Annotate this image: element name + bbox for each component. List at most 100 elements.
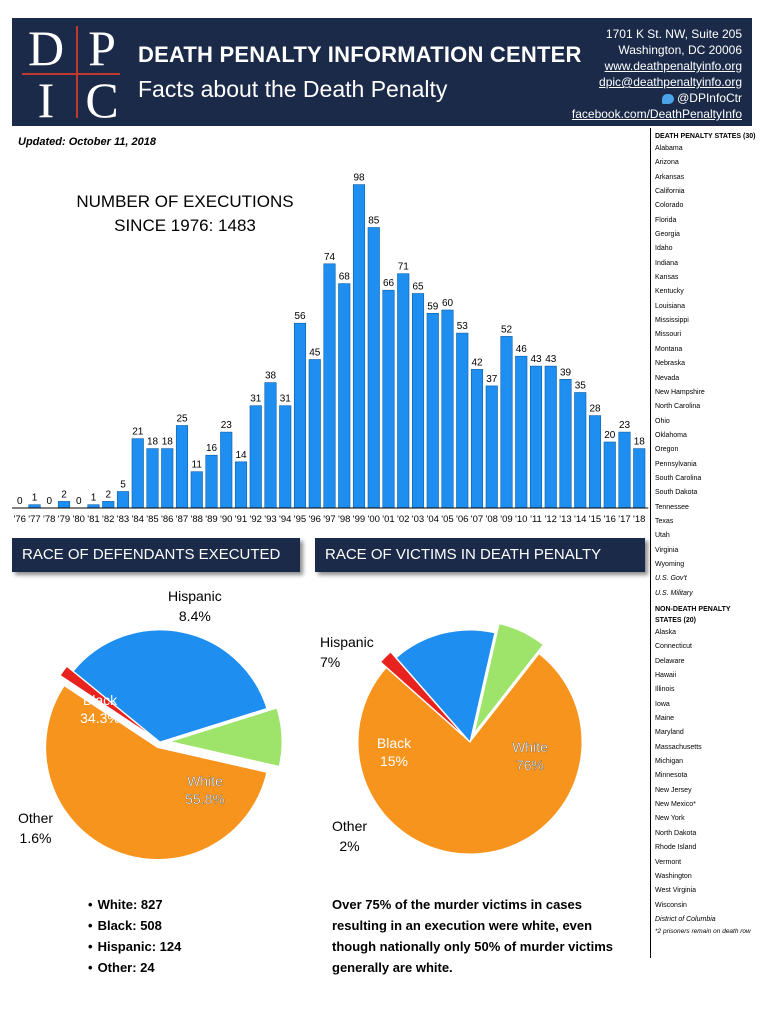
logo-letter-p: P [88, 20, 116, 76]
bar-value-label-2: 0 [46, 496, 52, 507]
bar-value-label-42: 18 [634, 437, 646, 448]
logo-letter-c: C [85, 72, 119, 128]
twitter-icon [662, 93, 675, 104]
year-tick-31: '07 [471, 514, 483, 525]
bar-value-label-33: 52 [501, 324, 513, 335]
dp-federal-0: U.S. Gov't [655, 575, 687, 583]
year-tick-35: '11 [530, 514, 542, 525]
victims-white-label-1: 76% [516, 757, 544, 773]
bar-value-label-20: 45 [309, 348, 321, 359]
year-tick-18: '94 [279, 514, 291, 525]
victims-black-label-1: 15% [380, 753, 408, 769]
bar-9 [146, 448, 159, 509]
bar-value-label-14: 23 [221, 420, 233, 431]
ndp-state-4: Illinois [655, 686, 675, 694]
year-tick-17: '93 [264, 514, 276, 525]
bar-7 [116, 491, 130, 509]
header-banner [12, 18, 752, 126]
year-tick-10: '86 [161, 514, 173, 525]
year-tick-3: '79 [58, 514, 70, 525]
website-link[interactable]: www.deathpenaltyinfo.org [604, 59, 742, 73]
dp-state-23: South Carolina [655, 474, 702, 482]
year-tick-8: '84 [132, 514, 144, 525]
bar-value-label-21: 74 [324, 252, 336, 263]
defendants-white-label-0: White [187, 773, 223, 789]
bar-value-label-4: 0 [76, 496, 82, 507]
ndp-state-19: Wisconsin [655, 901, 687, 909]
bar-29 [441, 309, 454, 509]
bar-31 [470, 369, 484, 509]
year-tick-5: '81 [87, 514, 99, 525]
facebook-link[interactable]: facebook.com/DeathPenaltyInfo [571, 107, 742, 121]
count-black: Black: 508 [88, 915, 181, 936]
ndp-state-12: New Mexico* [655, 801, 696, 809]
bar-17 [264, 382, 277, 509]
bar-39 [588, 415, 602, 509]
bar-value-label-27: 65 [412, 282, 424, 293]
district-of-columbia: District of Columbia [655, 915, 716, 923]
year-tick-14: '90 [220, 514, 232, 525]
bar-16 [249, 405, 262, 509]
defendant-counts-list: White: 827 Black: 508 Hispanic: 124 Othe… [88, 894, 182, 978]
bar-19 [293, 322, 307, 509]
victims-black-label-0: Black [377, 735, 412, 751]
dp-state-19: Ohio [655, 417, 670, 425]
bar-value-label-36: 43 [545, 354, 557, 365]
dp-state-9: Kansas [655, 274, 679, 282]
bar-21 [323, 263, 336, 509]
logo-divider-vertical [76, 26, 78, 118]
year-tick-38: '14 [574, 514, 586, 525]
ndp-state-2: Delaware [655, 657, 685, 665]
address-line-1: 1701 K St. NW, Suite 205 [605, 27, 742, 41]
defendants-white-label-1: 55.8% [185, 791, 225, 807]
defendants-hispanic-label: Hispanic 8.4% [168, 586, 222, 626]
year-tick-15: '91 [235, 514, 247, 525]
ndp-state-18: West Virginia [655, 887, 696, 895]
defendants-slice-white [45, 685, 268, 860]
victims-other-name: Other [332, 818, 368, 834]
bar-35 [529, 365, 543, 509]
bar-value-label-0: 0 [17, 496, 23, 507]
bar-36 [544, 365, 557, 509]
bar-12 [190, 471, 203, 509]
bar-value-label-32: 37 [486, 374, 498, 385]
bar-value-label-39: 28 [589, 404, 601, 415]
bar-value-label-8: 21 [132, 427, 144, 438]
year-tick-34: '10 [515, 514, 527, 525]
bar-value-label-1: 1 [32, 493, 38, 504]
bar-30 [456, 332, 469, 509]
year-tick-39: '15 [589, 514, 601, 525]
year-tick-40: '16 [604, 514, 616, 525]
dp-state-28: Virginia [655, 546, 679, 554]
sidebar-footnote: *2 prisoners remain on death row [655, 928, 751, 936]
ndp-state-16: Vermont [655, 858, 682, 866]
bar-26 [397, 273, 410, 509]
bar-value-label-6: 2 [105, 489, 111, 500]
bar-value-label-23: 98 [353, 173, 365, 184]
bar-20 [308, 359, 321, 509]
bar-value-label-37: 39 [560, 367, 572, 378]
bar-6 [102, 501, 115, 509]
year-tick-2: '78 [43, 514, 55, 525]
victims-other-label: Other 2% [332, 816, 367, 856]
twitter-handle[interactable]: @DPInfoCtr [572, 90, 742, 106]
bar-22 [338, 283, 351, 509]
bar-value-label-10: 18 [162, 437, 174, 448]
bar-value-label-16: 31 [250, 394, 262, 405]
dp-state-20: Oklahoma [655, 431, 687, 439]
bar-27 [411, 293, 425, 509]
dp-state-10: Kentucky [655, 288, 684, 296]
dp-state-27: Utah [655, 532, 670, 540]
bar-10 [161, 448, 174, 509]
year-tick-9: '85 [146, 514, 158, 525]
defendants-black-label-0: Black [83, 692, 118, 708]
dp-state-8: Indiana [655, 259, 678, 267]
year-tick-16: '92 [250, 514, 262, 525]
dp-state-0: Alabama [655, 145, 683, 152]
victims-hispanic-pct: 7% [320, 654, 341, 670]
dp-state-17: New Hampshire [655, 388, 705, 396]
bar-value-label-13: 16 [206, 443, 218, 454]
bar-value-label-34: 46 [516, 344, 528, 355]
email-link[interactable]: dpic@deathpenaltyinfo.org [599, 75, 742, 89]
address-line-2: Washington, DC 20006 [618, 43, 742, 57]
